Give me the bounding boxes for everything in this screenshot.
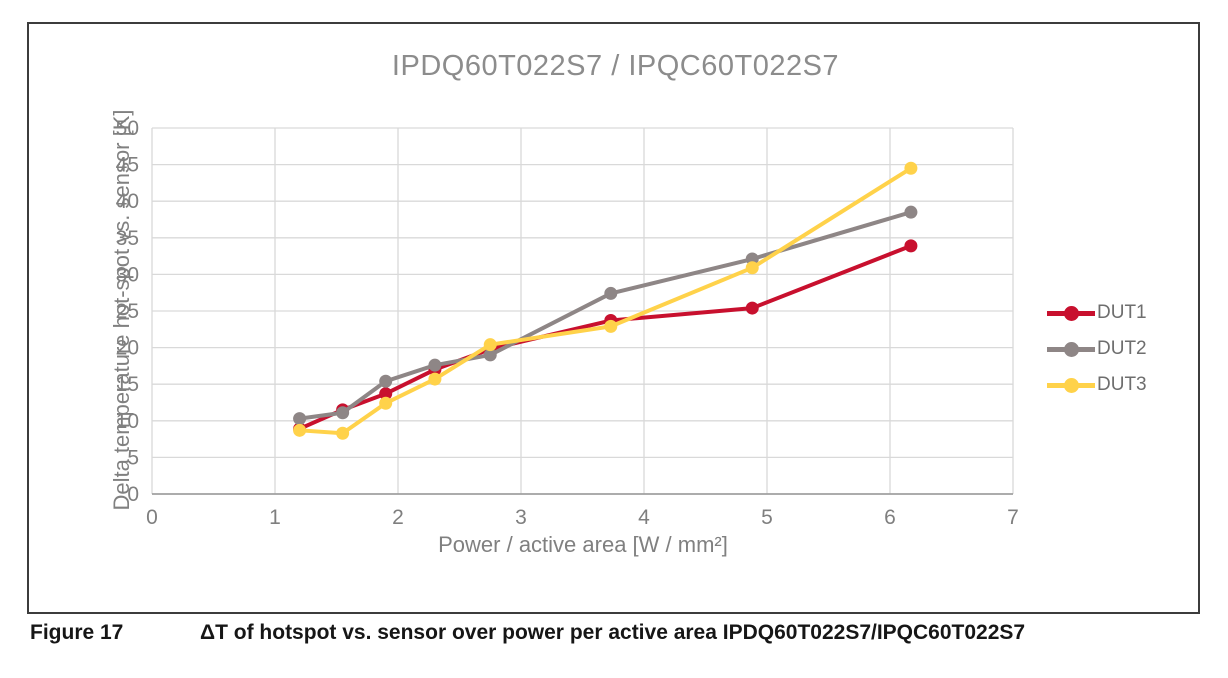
legend-label-dut3: DUT3 bbox=[1097, 374, 1147, 395]
series-marker-dut3 bbox=[483, 338, 497, 352]
y-tick-label: 40 bbox=[116, 190, 139, 213]
y-tick-label: 0 bbox=[127, 483, 139, 506]
legend: DUT1 DUT2 DUT3 bbox=[1047, 295, 1147, 403]
series-marker-dut1 bbox=[904, 239, 918, 253]
y-tick-label: 30 bbox=[116, 263, 139, 286]
x-axis-title: Power / active area [W / mm²] bbox=[438, 532, 728, 557]
series-marker-dut1 bbox=[745, 301, 759, 315]
chart-title: IPDQ60T022S7 / IPQC60T022S7 bbox=[391, 50, 840, 82]
legend-label-dut2: DUT2 bbox=[1097, 338, 1147, 359]
legend-marker-icon bbox=[1064, 342, 1079, 357]
x-tick-label: 3 bbox=[515, 506, 527, 529]
series-marker-dut3 bbox=[604, 319, 618, 333]
series-line-dut3 bbox=[297, 166, 913, 436]
series-marker-dut2 bbox=[379, 374, 393, 388]
series-marker-dut3 bbox=[428, 372, 442, 386]
series-marker-dut3 bbox=[745, 261, 759, 275]
y-tick-label: 25 bbox=[116, 300, 139, 323]
legend-swatch-dut2 bbox=[1047, 342, 1095, 357]
series-marker-dut2 bbox=[604, 286, 618, 300]
legend-marker-icon bbox=[1064, 378, 1079, 393]
legend-item-dut2: DUT2 bbox=[1047, 331, 1147, 367]
x-tick-label: 7 bbox=[1007, 506, 1019, 529]
x-tick-label: 4 bbox=[638, 506, 650, 529]
legend-marker-icon bbox=[1064, 306, 1079, 321]
y-tick-label: 15 bbox=[116, 373, 139, 396]
legend-item-dut1: DUT1 bbox=[1047, 295, 1147, 331]
x-tick-label: 0 bbox=[146, 506, 158, 529]
series-marker-dut2 bbox=[904, 205, 918, 219]
series-marker-dut1 bbox=[379, 387, 393, 401]
x-tick-label: 5 bbox=[761, 506, 773, 529]
y-tick-label: 50 bbox=[116, 117, 139, 140]
y-axis-title: Delta temperature hot-spot vs. sensor [K… bbox=[109, 109, 134, 511]
series-marker-dut2 bbox=[483, 348, 497, 362]
legend-swatch-dut3 bbox=[1047, 378, 1095, 393]
y-tick-label: 20 bbox=[116, 337, 139, 360]
legend-label-dut1: DUT1 bbox=[1097, 302, 1147, 323]
series-marker-dut3 bbox=[904, 161, 918, 175]
series-marker-dut3 bbox=[379, 396, 393, 410]
x-tick-label: 1 bbox=[269, 506, 281, 529]
series-marker-dut2 bbox=[428, 358, 442, 372]
legend-item-dut3: DUT3 bbox=[1047, 367, 1147, 403]
y-tick-label: 10 bbox=[116, 410, 139, 433]
series-marker-dut3 bbox=[293, 423, 307, 437]
x-tick-label: 6 bbox=[884, 506, 896, 529]
y-tick-label: 35 bbox=[116, 227, 139, 250]
legend-swatch-dut1 bbox=[1047, 306, 1095, 321]
x-tick-label: 2 bbox=[392, 506, 404, 529]
series-marker-dut2 bbox=[293, 412, 307, 426]
figure-caption: Figure 17 ΔT of hotspot vs. sensor over … bbox=[30, 621, 1210, 645]
figure-frame: IPDQ60T022S7 / IPQC60T022S7 0 5 10 15 20 25 30… bbox=[27, 22, 1200, 614]
y-tick-label: 5 bbox=[127, 446, 139, 469]
figure-caption-text: ΔT of hotspot vs. sensor over power per … bbox=[200, 621, 1026, 644]
figure-caption-label: Figure 17 bbox=[30, 621, 124, 644]
y-tick-label: 45 bbox=[116, 154, 139, 177]
series-marker-dut3 bbox=[336, 426, 350, 440]
series-line-dut2 bbox=[297, 210, 913, 421]
series-marker-dut2 bbox=[336, 406, 350, 420]
